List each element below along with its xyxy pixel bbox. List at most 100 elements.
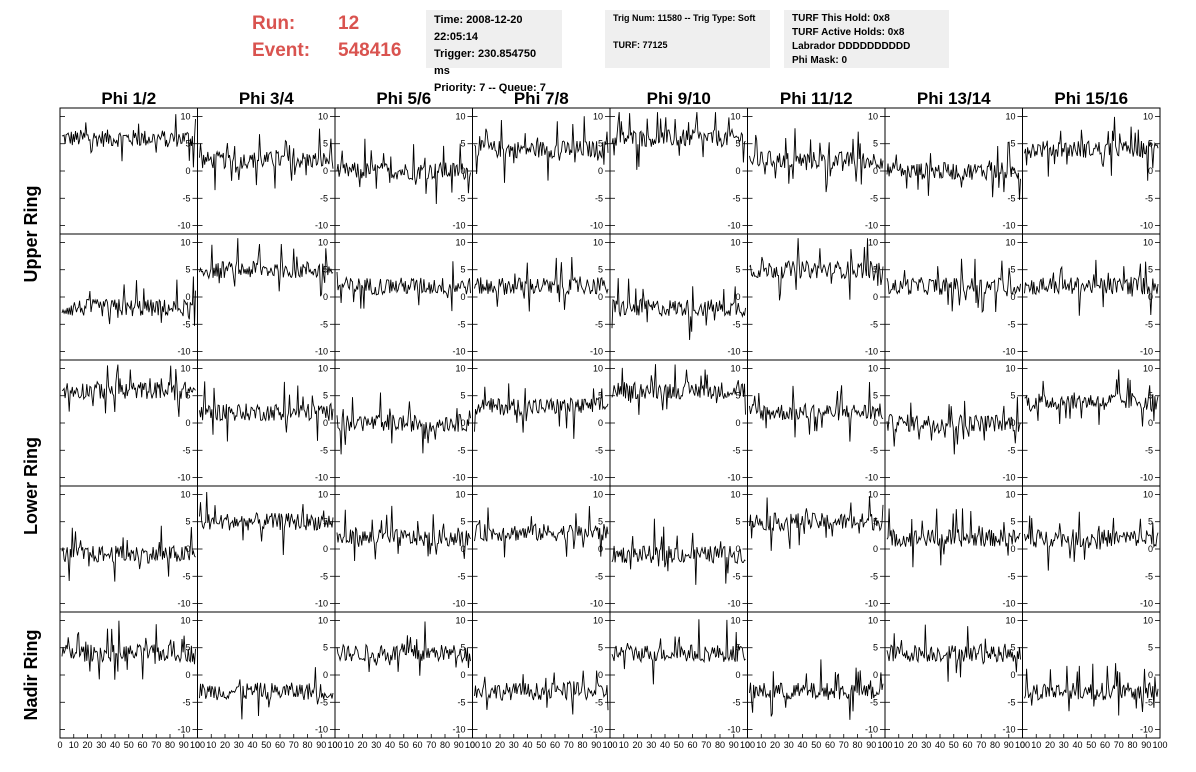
y-tick-label: 5 xyxy=(185,643,190,653)
y-tick-label: 0 xyxy=(323,166,328,176)
y-tick-label: -10 xyxy=(727,725,740,735)
y-tick-label: 0 xyxy=(185,418,190,428)
column-header: Phi 1/2 xyxy=(101,89,156,108)
run-value: 12 xyxy=(338,13,360,34)
waveform-trace xyxy=(749,659,884,720)
x-tick-label: 100 xyxy=(740,740,755,750)
plot-frame xyxy=(197,359,336,487)
y-tick-label: -10 xyxy=(865,599,878,609)
y-tick-label: 10 xyxy=(455,489,465,499)
y-tick-label: -10 xyxy=(727,473,740,483)
plot-frame xyxy=(59,107,198,235)
y-tick-label: 5 xyxy=(460,643,465,653)
column-header: Phi 15/16 xyxy=(1054,89,1128,108)
x-tick-label: 70 xyxy=(839,740,849,750)
x-tick-label: 100 xyxy=(877,740,892,750)
phi-mask-text: Phi Mask: 0 xyxy=(792,55,848,66)
y-tick-label: 0 xyxy=(873,292,878,302)
y-tick-label: 0 xyxy=(1010,166,1015,176)
plot-frame xyxy=(472,233,611,361)
y-tick-label: -5 xyxy=(320,445,328,455)
y-tick-label: -10 xyxy=(452,725,465,735)
waveform-trace xyxy=(749,238,884,301)
y-tick-label: -5 xyxy=(1007,193,1015,203)
x-tick-label: 60 xyxy=(825,740,835,750)
x-tick-label: 0 xyxy=(1020,740,1025,750)
y-tick-label: 10 xyxy=(1005,237,1015,247)
y-tick-label: -10 xyxy=(1002,725,1015,735)
y-tick-label: 10 xyxy=(455,237,465,247)
y-tick-label: 5 xyxy=(873,517,878,527)
waveform-trace xyxy=(336,261,471,312)
y-tick-label: 0 xyxy=(598,670,603,680)
y-tick-label: 10 xyxy=(730,363,740,373)
waveform-trace xyxy=(611,112,746,170)
plot-frame xyxy=(472,359,611,487)
y-tick-label: 10 xyxy=(455,111,465,121)
x-tick-label: 60 xyxy=(1100,740,1110,750)
waveform-trace xyxy=(199,128,334,191)
y-tick-label: 10 xyxy=(730,489,740,499)
y-tick-label: -10 xyxy=(177,725,190,735)
time-info-box: Time: 2008-12-20 22:05:14 Trigger: 230.8… xyxy=(426,10,562,94)
x-tick-label: 40 xyxy=(660,740,670,750)
x-tick-label: 20 xyxy=(495,740,505,750)
y-tick-label: -10 xyxy=(315,221,328,231)
waveform-trace xyxy=(749,381,884,442)
y-tick-label: 5 xyxy=(323,517,328,527)
y-tick-label: 0 xyxy=(873,670,878,680)
y-tick-label: 10 xyxy=(868,237,878,247)
plot-frame xyxy=(472,485,611,613)
plot-frame xyxy=(334,611,473,739)
y-tick-label: -5 xyxy=(732,319,740,329)
column-header: Phi 3/4 xyxy=(239,89,294,108)
x-tick-label: 60 xyxy=(550,740,560,750)
y-tick-label: 0 xyxy=(598,418,603,428)
plot-frame xyxy=(334,485,473,613)
y-tick-label: 10 xyxy=(180,111,190,121)
plot-frame xyxy=(747,233,886,361)
x-tick-label: 0 xyxy=(332,740,337,750)
waveform-trace xyxy=(61,620,196,680)
ring-label: Upper Ring xyxy=(21,186,41,283)
column-header: Phi 9/10 xyxy=(647,89,711,108)
column-header: Phi 13/14 xyxy=(917,89,991,108)
waveform-trace xyxy=(336,621,471,676)
x-tick-label: 100 xyxy=(602,740,617,750)
y-tick-label: -10 xyxy=(452,599,465,609)
x-tick-label: 30 xyxy=(784,740,794,750)
y-tick-label: 5 xyxy=(185,139,190,149)
y-tick-label: 0 xyxy=(1010,670,1015,680)
x-tick-label: 80 xyxy=(302,740,312,750)
plot-frame xyxy=(884,485,1023,613)
waveform-trace xyxy=(61,276,196,326)
x-tick-label: 70 xyxy=(701,740,711,750)
x-tick-label: 70 xyxy=(426,740,436,750)
y-tick-label: -10 xyxy=(452,347,465,357)
x-tick-label: 10 xyxy=(69,740,79,750)
y-tick-label: 0 xyxy=(598,166,603,176)
y-tick-label: 5 xyxy=(460,265,465,275)
plot-frame xyxy=(334,233,473,361)
y-tick-label: 0 xyxy=(873,166,878,176)
x-tick-label: 0 xyxy=(57,740,62,750)
y-tick-label: 10 xyxy=(1005,489,1015,499)
y-tick-label: -5 xyxy=(182,193,190,203)
plot-frame xyxy=(472,611,611,739)
y-tick-label: -10 xyxy=(1002,473,1015,483)
y-tick-label: 0 xyxy=(873,418,878,428)
x-tick-label: 50 xyxy=(399,740,409,750)
plot-frame xyxy=(884,611,1023,739)
waveform-trace xyxy=(474,256,609,312)
y-tick-label: 5 xyxy=(873,139,878,149)
waveform-trace xyxy=(749,496,884,551)
y-tick-label: 10 xyxy=(1143,237,1153,247)
y-tick-label: -10 xyxy=(177,347,190,357)
y-tick-label: 10 xyxy=(1005,111,1015,121)
x-tick-label: 50 xyxy=(261,740,271,750)
y-tick-label: 0 xyxy=(1010,544,1015,554)
x-tick-label: 80 xyxy=(852,740,862,750)
y-tick-label: 10 xyxy=(593,237,603,247)
x-tick-label: 30 xyxy=(96,740,106,750)
y-tick-label: 10 xyxy=(593,615,603,625)
